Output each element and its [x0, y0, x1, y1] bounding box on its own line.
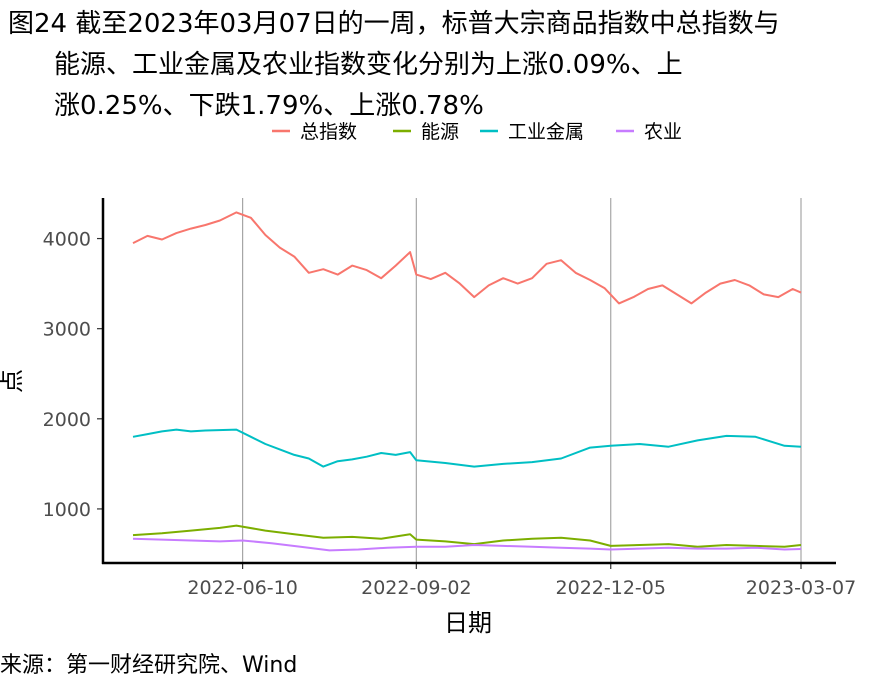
y-axis-title: 点 [0, 369, 26, 393]
caption-line-3: 涨0.25%、下跌1.79%、上涨0.78% [54, 91, 484, 121]
series-line-0 [132, 211, 802, 305]
chart-series [132, 211, 802, 552]
x-axis-title: 日期 [444, 609, 492, 637]
chart-legend: 总指数 能源 工业金属 农业 [272, 121, 682, 143]
legend-label-3: 农业 [644, 121, 682, 143]
x-tick-label-0: 2022-06-10 [187, 577, 297, 599]
y-tick-label-1: 2000 [43, 409, 91, 431]
line-chart: 总指数 能源 工业金属 农业 2022-06-10 2022-09-02 2022-12-… [0, 121, 856, 637]
series-line-2 [132, 428, 802, 468]
x-tick-label-2: 2022-12-05 [556, 577, 666, 599]
legend-label-0: 总指数 [300, 121, 357, 143]
figure-caption: 图24 截至2023年03月07日的一周，标普大宗商品指数中总指数与 能源、工业… [8, 4, 878, 127]
x-tick-label-1: 2022-09-02 [361, 577, 471, 599]
y-tick-label-3: 4000 [43, 229, 91, 251]
chart-grid [242, 198, 802, 563]
caption-line-2: 能源、工业金属及农业指数变化分别为上涨0.09%、上 [54, 50, 683, 80]
legend-label-1: 能源 [421, 121, 459, 143]
chart-axes: 2022-06-10 2022-09-02 2022-12-05 2023-03-07… [0, 198, 856, 637]
y-tick-label-2: 3000 [43, 319, 91, 341]
series-line-3 [132, 537, 802, 552]
y-tick-label-0: 1000 [43, 499, 91, 521]
source-note: 来源：第一财经研究院、Wind [0, 653, 298, 678]
legend-label-2: 工业金属 [508, 121, 584, 143]
x-tick-label-3: 2023-03-07 [746, 577, 856, 599]
series-line-1 [132, 524, 802, 548]
caption-line-1: 图24 截至2023年03月07日的一周，标普大宗商品指数中总指数与 [8, 9, 780, 39]
